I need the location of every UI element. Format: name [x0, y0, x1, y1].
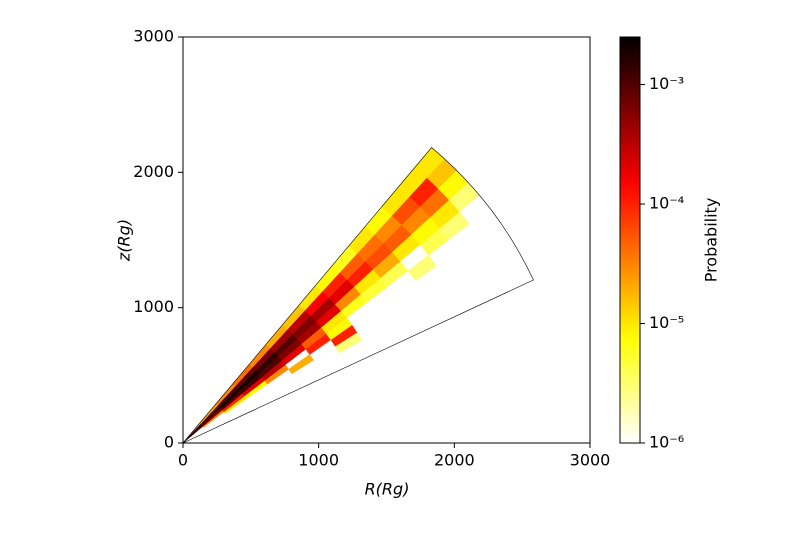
y-tick-label: 1000: [133, 297, 174, 316]
colorbar: [619, 36, 641, 444]
y-axis-label: z(Rg): [115, 219, 134, 262]
x-tick-label: 2000: [434, 451, 475, 470]
x-tick-label: 3000: [570, 451, 611, 470]
wedge-outline: [182, 147, 534, 444]
cell: [407, 254, 437, 282]
y-tick-label: 2000: [133, 162, 174, 181]
plot-frame: [182, 36, 591, 444]
colorbar-tick-label: 10⁻⁵: [649, 313, 684, 332]
y-tick-label: 0: [164, 433, 174, 452]
y-tick-label: 3000: [133, 27, 174, 46]
colorbar-label: Probability: [702, 198, 721, 283]
colorbar-tick-label: 10⁻⁶: [649, 433, 684, 452]
x-axis-label: R(Rg): [365, 480, 410, 499]
x-tick-label: 0: [178, 451, 188, 470]
x-tick-label: 1000: [298, 451, 339, 470]
cells: [182, 147, 480, 444]
colorbar-tick-label: 10⁻³: [649, 74, 684, 93]
colorbar-tick-label: 10⁻⁴: [649, 194, 684, 213]
